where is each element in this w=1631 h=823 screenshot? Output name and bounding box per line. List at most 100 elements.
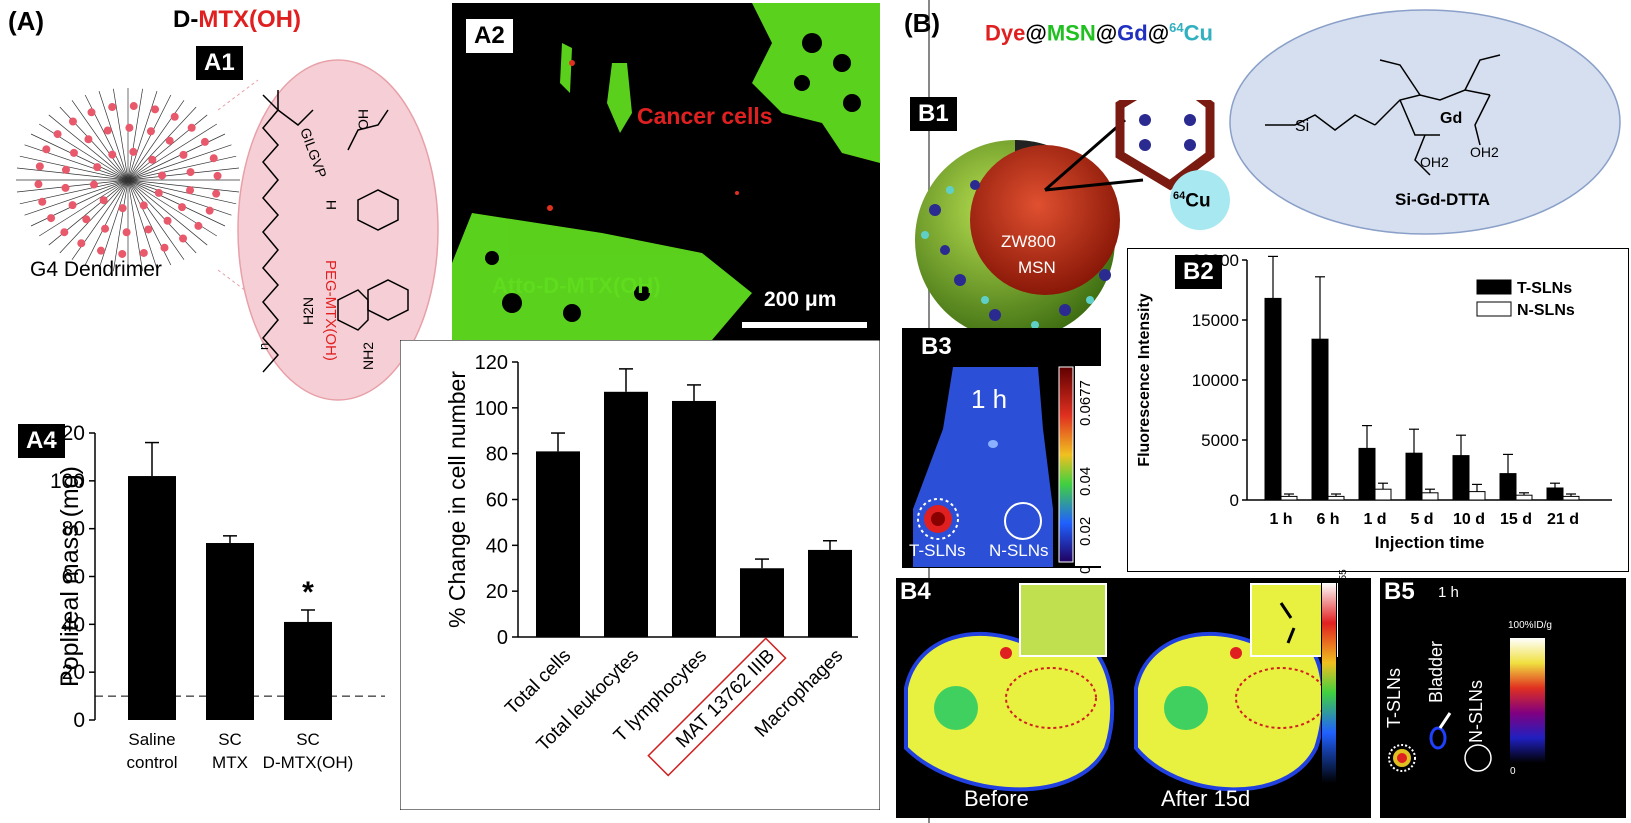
- title-at3: @: [1147, 20, 1170, 46]
- a3-bar: [808, 549, 852, 637]
- msn-label: MSN: [1018, 258, 1056, 277]
- tag-b5: B5: [1384, 578, 1415, 605]
- b2-legend-swatch: [1476, 279, 1512, 295]
- b2-category-label: 15 d: [1500, 511, 1532, 528]
- b5-time: 1 h: [1438, 584, 1459, 601]
- b2-bar-t-slns: [1405, 452, 1423, 501]
- b5-bladder: Bladder: [1426, 640, 1446, 703]
- peg-mtx-structure: GILGVP OH H PEG-MTX(OH) n H2N NH2: [218, 59, 439, 401]
- msn-nanoparticle: [915, 100, 1230, 340]
- b3-tick-2: 0.02: [1077, 516, 1094, 546]
- b2-bar-t-slns: [1452, 455, 1470, 501]
- chem-h: H: [323, 200, 339, 210]
- b3-mouse-image: [913, 366, 1074, 567]
- b2-frame: [1127, 248, 1629, 572]
- b2-category-label: 1 h: [1269, 511, 1292, 528]
- b2-category-label: 21 d: [1547, 511, 1579, 528]
- a4-bar: [128, 476, 176, 720]
- b4-before: Before: [964, 786, 1029, 811]
- chem-si: Si: [1295, 118, 1309, 135]
- b5-n-sln: N-SLNs: [1466, 679, 1486, 743]
- panel-b-title: Dye@MSN@Gd@64Cu: [985, 20, 1213, 46]
- a3-ytick-label: 120: [475, 352, 508, 374]
- title-msn: MSN: [1046, 20, 1096, 46]
- a4-category-label: SC: [296, 730, 320, 749]
- a3-y-label: % Change in cell number: [444, 371, 470, 628]
- b4-heatmap: [904, 583, 1338, 792]
- a4-ytick-label: 100: [50, 470, 85, 493]
- tag-b4: B4: [900, 578, 931, 605]
- b5-scale-top: 100%ID/g: [1508, 620, 1552, 631]
- b2-legend-label: N-SLNs: [1517, 302, 1575, 319]
- a4-y-label: Popliteal mass (mg): [56, 466, 84, 687]
- b3-tick-1: 0.04: [1077, 466, 1094, 496]
- zw800-label: ZW800: [1001, 232, 1056, 251]
- a3-bar: [536, 451, 580, 637]
- chem-h2n: H2N: [300, 297, 316, 325]
- b2-y-label: Fluorescence Intensity: [1136, 293, 1153, 466]
- b2-ytick-label: 15000: [1192, 311, 1239, 330]
- b2-x-label: Injection time: [1375, 533, 1485, 552]
- a3-ytick-label: 80: [486, 444, 508, 466]
- b2-ytick-label: 10000: [1192, 371, 1239, 390]
- a4-ytick-label: 0: [73, 709, 85, 732]
- b4-scale-top: 255: [1338, 569, 1349, 586]
- a3-highlight-box: [647, 637, 787, 777]
- chem-gd: Gd: [1440, 110, 1462, 127]
- a3-bar: [604, 391, 648, 637]
- tag-a2: A2: [466, 19, 513, 53]
- b2-ytick-label: 0: [1230, 491, 1239, 510]
- a4-ytick-label: 120: [50, 422, 85, 445]
- chart-a4: 0 20 40 60 80 100 120 Popliteal mass (mg) Saline…: [50, 422, 385, 772]
- tag-a1: A1: [196, 46, 243, 80]
- b3-t-sln: T-SLNs: [909, 541, 966, 560]
- a4-ytick-label: 60: [62, 566, 85, 589]
- b5-pet-image: [1388, 638, 1545, 772]
- b2-bar-n-slns: [1374, 488, 1392, 501]
- a4-ytick-label: 80: [62, 518, 85, 541]
- panel-b-letter: (B): [904, 8, 941, 38]
- dendrimer-label: G4 Dendrimer: [30, 258, 162, 281]
- b3-time: 1 h: [971, 384, 1008, 414]
- b4-image: B4 Before After 15d: [896, 578, 1371, 818]
- a4-category-label: Saline: [128, 730, 175, 749]
- cu64-sup: 64: [1173, 190, 1186, 202]
- b5-t-sln: T-SLNs: [1384, 667, 1404, 728]
- title-highlight: MTX(OH): [198, 6, 301, 33]
- title-at1: @: [1025, 20, 1047, 46]
- b2-bar-n-slns: [1421, 492, 1439, 501]
- chem-oh: OH: [355, 109, 371, 130]
- tag-b3: B3: [915, 331, 958, 363]
- b2-bar-t-slns: [1264, 297, 1282, 501]
- a3-bar: [672, 400, 716, 637]
- a3-ytick-label: 40: [486, 535, 508, 557]
- a4-bar: [284, 621, 332, 720]
- b5-scale-bottom: 0: [1510, 766, 1516, 777]
- title-dye: Dye: [985, 20, 1026, 46]
- b5-image: B5 1 h T-SLNs Bladder N-SLNs 100%ID/g 0: [1380, 578, 1626, 818]
- b2-ytick-label: 5000: [1201, 431, 1239, 450]
- b2-bar-n-slns: [1468, 491, 1486, 501]
- cu64-label: 64Cu: [1173, 190, 1211, 212]
- dendrimer-illustration: [16, 88, 240, 272]
- atto-label: Atto-D-MTX(OH): [492, 273, 661, 298]
- tag-a4: A4: [18, 424, 65, 458]
- a4-category-label: SC: [218, 730, 242, 749]
- b2-bar-n-slns: [1562, 495, 1580, 501]
- title-at2: @: [1095, 20, 1118, 46]
- panel-a-title: D-MTX(OH): [173, 6, 301, 34]
- si-gd-dtta-structure: Si Gd OH2 OH2 Si-Gd-DTTA: [1229, 9, 1621, 235]
- chart-b2: 05000100001500020000Fluorescence Intensi…: [1136, 251, 1612, 552]
- cancer-cells-label: Cancer cells: [637, 103, 773, 129]
- a3-ytick-label: 60: [486, 490, 508, 512]
- title-cu-sup: 64: [1169, 20, 1184, 35]
- b4-scale-bottom: 0: [1338, 780, 1344, 791]
- tag-b1: B1: [910, 97, 957, 131]
- b2-bar-n-slns: [1327, 495, 1345, 501]
- b2-category-label: 1 d: [1363, 511, 1386, 528]
- b3-tick-0: 0.0677: [1077, 380, 1094, 426]
- chem-nh2: NH2: [360, 342, 376, 370]
- chem-n: n: [256, 343, 271, 350]
- b3-tick-3: 0: [1077, 565, 1094, 574]
